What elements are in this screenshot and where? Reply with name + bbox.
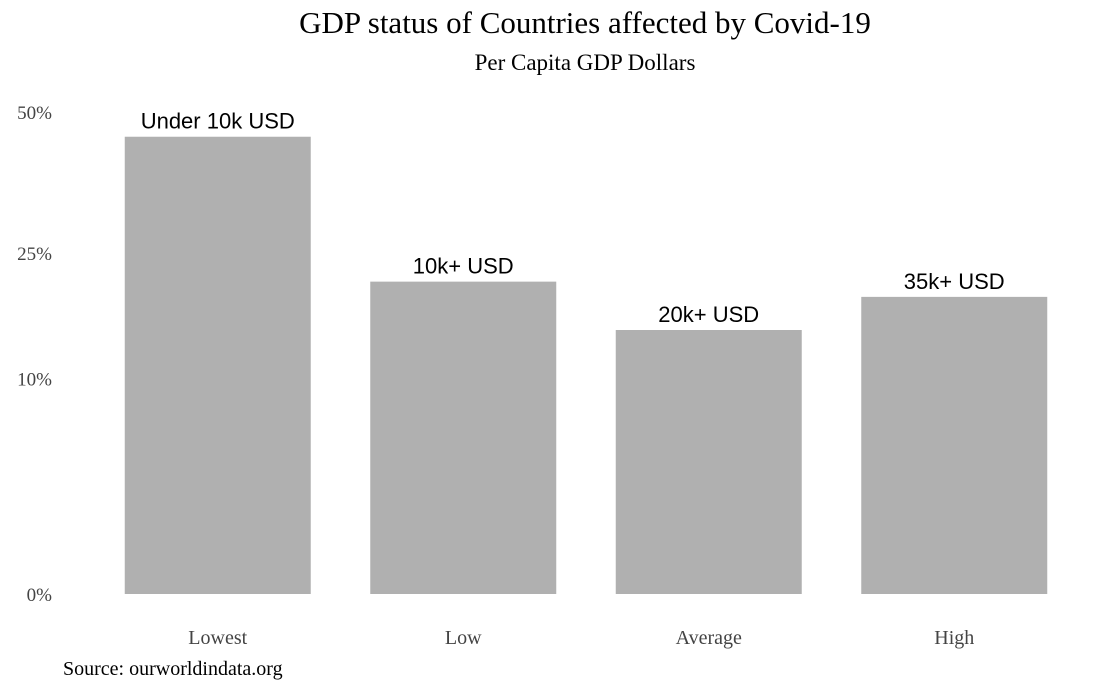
y-tick-label: 25% — [17, 244, 52, 265]
x-tick-label: High — [934, 627, 974, 649]
bar-data-label: 35k+ USD — [904, 269, 1005, 294]
source-note: Source: ourworldindata.org — [63, 658, 283, 680]
bar-high — [861, 296, 1048, 594]
y-axis: 0% 10% 25% 50% — [17, 103, 52, 606]
bar-data-label: 10k+ USD — [413, 254, 514, 279]
x-tick-label: Average — [676, 627, 742, 649]
x-axis: Lowest Low Average High — [188, 627, 974, 649]
x-tick-label: Low — [445, 627, 482, 649]
bar-average — [615, 329, 802, 594]
bar-low — [370, 281, 557, 594]
bar-lowest — [124, 136, 311, 594]
chart-title: GDP status of Countries affected by Covi… — [299, 5, 871, 40]
bar-data-label: 20k+ USD — [658, 302, 759, 327]
y-tick-label: 50% — [17, 103, 52, 124]
y-tick-label: 0% — [27, 585, 53, 606]
y-tick-label: 10% — [17, 369, 52, 390]
bar-data-label: Under 10k USD — [141, 109, 295, 134]
x-tick-label: Lowest — [188, 627, 247, 649]
bars-group: Under 10k USD 10k+ USD 20k+ USD 35k+ USD — [124, 109, 1048, 594]
chart-subtitle: Per Capita GDP Dollars — [475, 50, 696, 75]
